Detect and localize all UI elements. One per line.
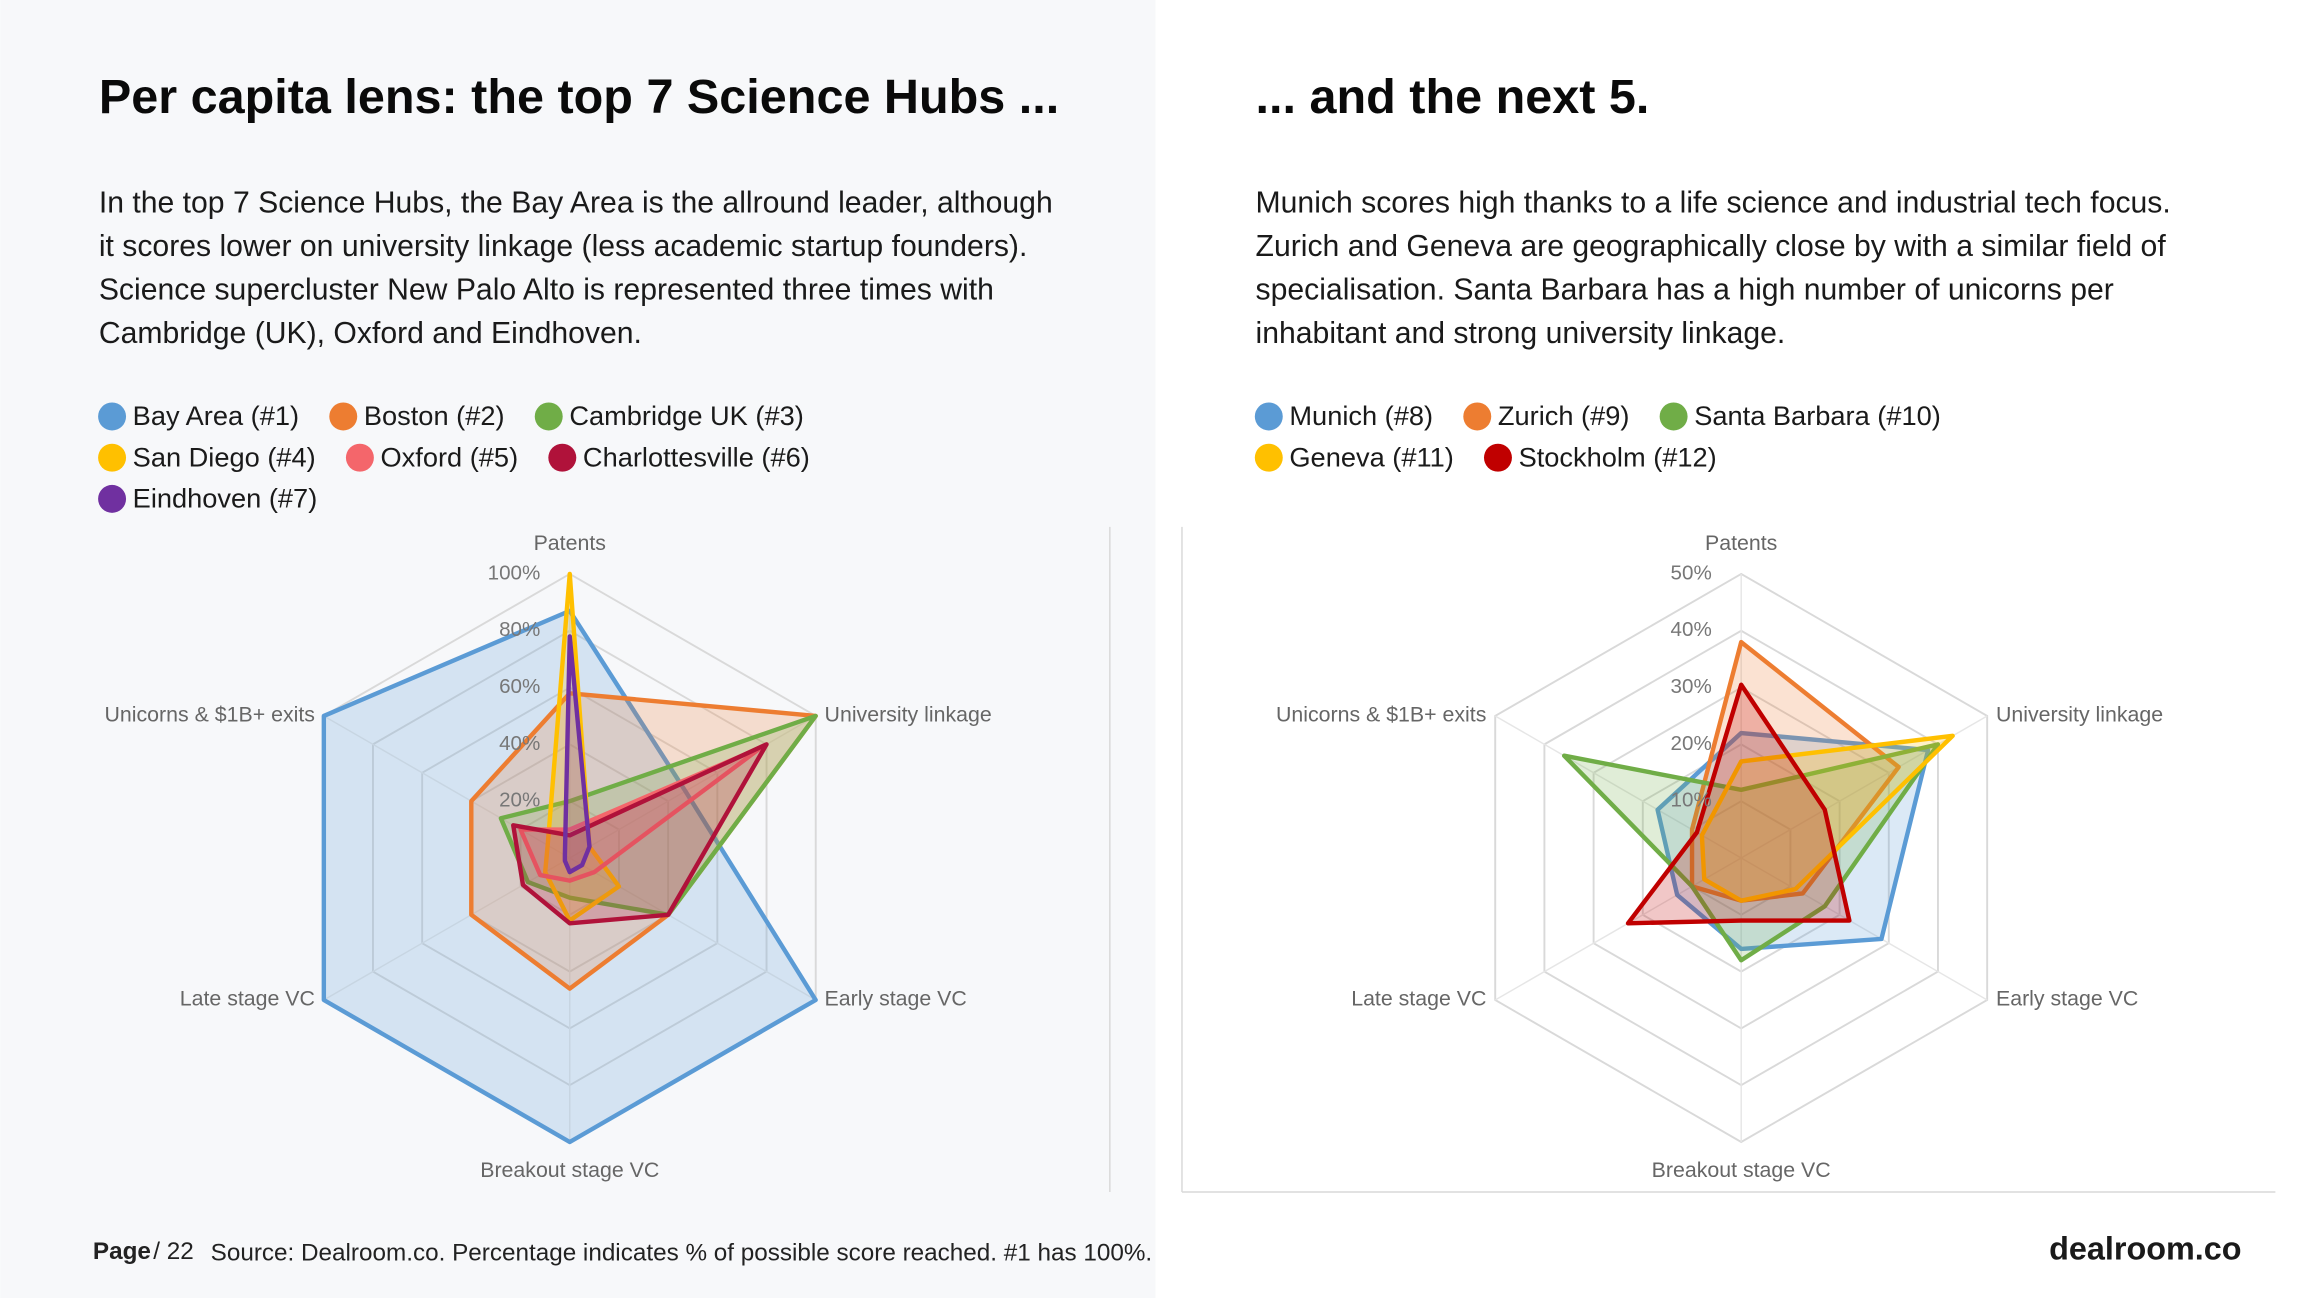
axis-label: Late stage VC (1351, 987, 1486, 1011)
body-line: it scores lower on university linkage (l… (99, 230, 1028, 263)
legend-swatch (345, 443, 374, 472)
radar-series (321, 608, 818, 1145)
legend-label: Stockholm (#12) (1519, 441, 1717, 472)
legend-label: Zurich (#9) (1498, 400, 1630, 431)
body-line: Munich scores high thanks to a life scie… (1256, 187, 2171, 220)
legend-swatch (1254, 443, 1283, 472)
body-line: Cambridge (UK), Oxford and Eindhoven. (99, 317, 642, 350)
legend-swatch (1659, 402, 1688, 431)
right-title: ... and the next 5. (1256, 70, 1650, 124)
body-line: Science supercluster New Palo Alto is re… (99, 273, 994, 306)
legend-swatch (1483, 443, 1512, 472)
left-title: Per capita lens: the top 7 Science Hubs … (99, 70, 1059, 124)
tick-label: 30% (1671, 675, 1712, 698)
legend-label: Charlottesville (#6) (583, 441, 810, 472)
legend-label: Bay Area (#1) (133, 400, 299, 431)
legend-label: Cambridge UK (#3) (569, 400, 803, 431)
tick-label: 40% (499, 732, 540, 755)
spoke (1494, 857, 1742, 1001)
legend-swatch (98, 402, 127, 431)
tick-label: 40% (1671, 618, 1712, 641)
legend-swatch (98, 443, 127, 472)
tick-label: 80% (499, 618, 540, 641)
axis-label: Patents (534, 531, 606, 555)
tick-label: 60% (499, 675, 540, 698)
tick-label: 100% (488, 561, 541, 584)
left-panel (0, 0, 1155, 1298)
tick-label: 10% (1671, 789, 1712, 812)
axis-label: Unicorns & $1B+ exits (1276, 703, 1486, 727)
legend-label: Munich (#8) (1289, 400, 1433, 431)
radar-series (511, 742, 769, 926)
body-line: specialisation. Santa Barbara has a high… (1256, 273, 2114, 306)
spoke (1740, 857, 1988, 1001)
axis-label: Unicorns & $1B+ exits (105, 703, 315, 727)
body-line: inhabitant and strong university linkage… (1256, 317, 1786, 350)
axis-label: University linkage (1996, 703, 2163, 727)
legend-label: Boston (#2) (364, 400, 505, 431)
radar-series (1561, 742, 1941, 963)
right-panel (1155, 0, 2308, 1298)
axis-label: University linkage (825, 703, 992, 727)
legend-swatch (548, 443, 577, 472)
tick-label: 20% (499, 789, 540, 812)
spoke (569, 857, 817, 1001)
body-line: Zurich and Geneva are geographically clo… (1256, 230, 2167, 263)
axis-label: Late stage VC (180, 987, 315, 1011)
axis-label: Early stage VC (1996, 987, 2138, 1011)
axis-label: Patents (1705, 531, 1777, 555)
legend-label: Geneva (#11) (1289, 441, 1453, 472)
page-number: / 22 (153, 1238, 193, 1265)
legend-swatch (1463, 402, 1492, 431)
legend-label: Oxford (#5) (381, 441, 519, 472)
legend-swatch (534, 402, 563, 431)
logo: dealroom.co (2049, 1230, 2241, 1266)
tick-label: 20% (1671, 732, 1712, 755)
legend-label: Santa Barbara (#10) (1694, 400, 1941, 431)
legend-label: San Diego (#4) (133, 441, 316, 472)
radar-series (562, 634, 592, 875)
legend-swatch (98, 484, 127, 513)
legend-swatch (1254, 402, 1283, 431)
legend-label: Eindhoven (#7) (133, 483, 318, 514)
axis-label: Early stage VC (825, 987, 967, 1011)
axis-label: Breakout stage VC (480, 1158, 659, 1182)
legend-swatch (329, 402, 358, 431)
spoke (323, 715, 571, 859)
axis-label: Breakout stage VC (1652, 1158, 1831, 1182)
radar-series (1625, 682, 1852, 926)
page-label: Page (93, 1238, 151, 1265)
tick-label: 50% (1671, 561, 1712, 584)
body-line: In the top 7 Science Hubs, the Bay Area … (99, 187, 1053, 220)
source-note: Source: Dealroom.co. Percentage indicate… (211, 1239, 1153, 1266)
spoke (569, 715, 817, 859)
